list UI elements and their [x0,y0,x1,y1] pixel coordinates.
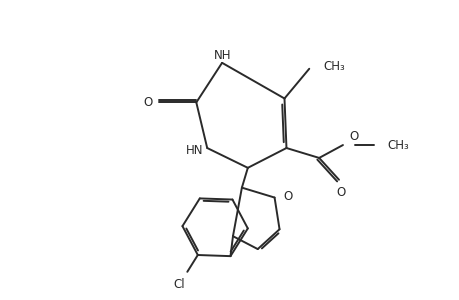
Text: Cl: Cl [173,278,185,291]
Text: O: O [336,186,345,199]
Text: CH₃: CH₃ [386,139,409,152]
Text: O: O [143,96,152,109]
Text: HN: HN [185,143,203,157]
Text: NH: NH [214,49,231,62]
Text: CH₃: CH₃ [322,60,344,73]
Text: O: O [283,190,292,203]
Text: O: O [348,130,358,143]
